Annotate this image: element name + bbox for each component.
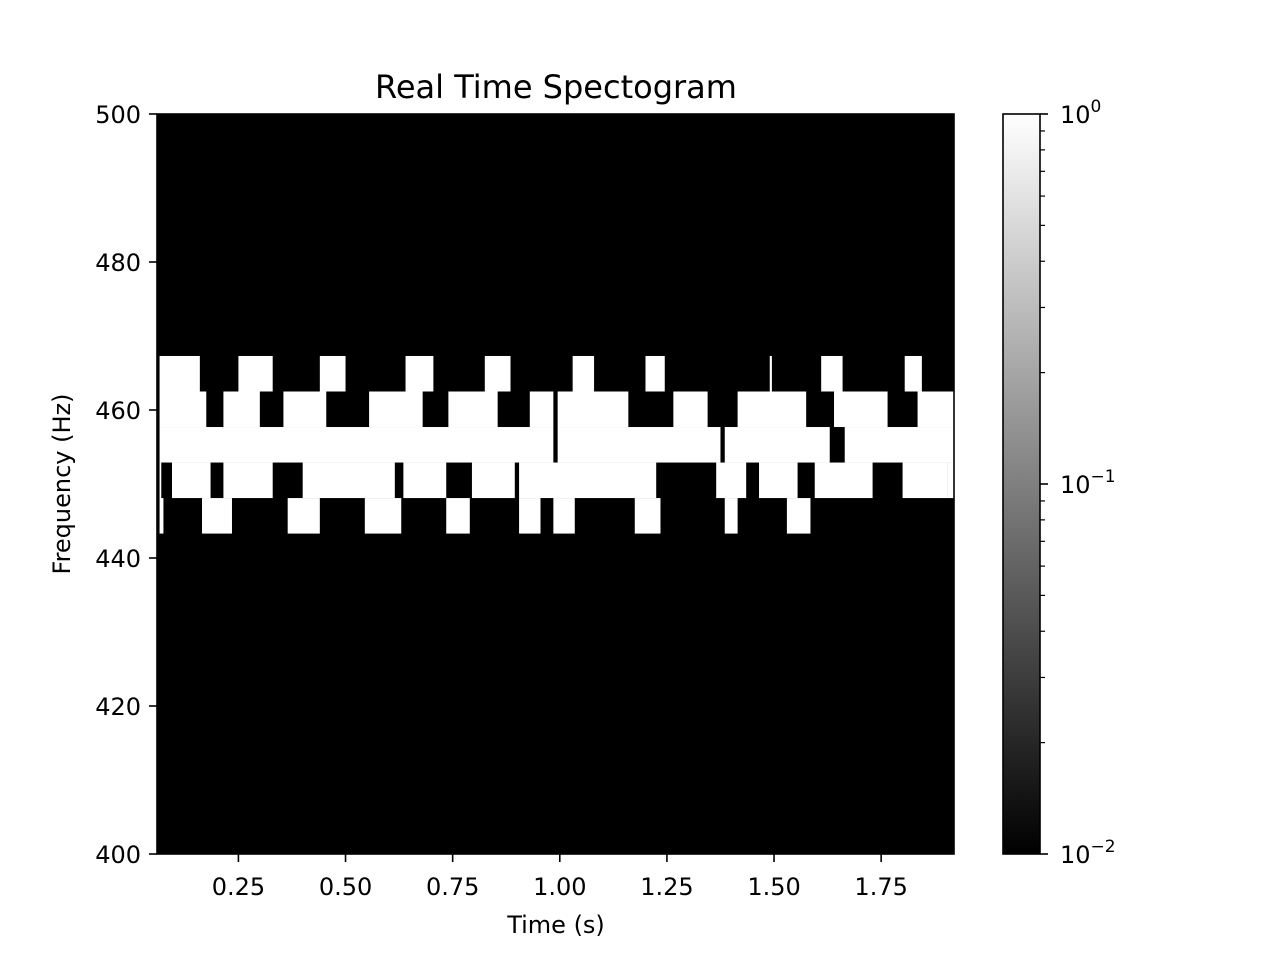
colorbar-tick-label: 100 (1060, 97, 1101, 129)
spectrogram-cell (302, 462, 395, 499)
x-axis-label: Time (s) (506, 911, 605, 939)
spectrogram-cell (769, 355, 772, 392)
spectrogram-cell (369, 391, 423, 428)
x-axis-ticks: 0.25 0.50 0.75 1.00 1.25 1.50 1.75 (212, 854, 908, 901)
y-tick-label: 460 (95, 397, 141, 425)
spectrogram-cell (223, 462, 273, 499)
spectrogram-cell (814, 462, 873, 499)
y-tick-label: 400 (95, 841, 141, 869)
spectrogram-cell (159, 427, 554, 463)
x-tick-label: 1.50 (747, 873, 800, 901)
spectrogram-cell (553, 498, 575, 534)
spectrogram-cell (557, 427, 721, 463)
spectrogram-cell (947, 462, 954, 499)
spectrogram-cell (834, 391, 888, 428)
spectrogram-cell (364, 498, 402, 534)
spectrogram-cell (844, 427, 954, 463)
spectrogram-cell (471, 462, 515, 499)
spectrogram-cell (724, 427, 830, 463)
y-tick-label: 420 (95, 693, 141, 721)
spectrogram-cell (159, 498, 164, 534)
spectrogram-cell (673, 391, 708, 428)
y-axis-label: Frequency (Hz) (48, 394, 76, 575)
spectrogram-cell (529, 391, 554, 428)
spectrogram-cell (917, 391, 954, 428)
spectrogram-cells (159, 355, 954, 534)
spectrogram-cell (446, 498, 470, 534)
spectrogram-cell (159, 391, 207, 428)
spectrogram-cell (405, 355, 434, 392)
y-tick-label: 500 (95, 101, 141, 129)
x-tick-label: 1.75 (854, 873, 907, 901)
y-tick-label: 480 (95, 249, 141, 277)
colorbar-tick-label: 10−1 (1060, 467, 1116, 499)
spectrogram-cell (759, 462, 798, 499)
colorbar-ticks: 10−2 10−1 100 (1040, 97, 1116, 869)
y-axis-ticks: 400 420 440 460 480 500 (95, 101, 157, 869)
spectrogram-cell (403, 462, 447, 499)
colorbar (1002, 113, 1041, 855)
colorbar-tick-label: 10−2 (1060, 837, 1116, 869)
chart-title: Real Time Spectogram (375, 68, 737, 106)
x-tick-label: 0.25 (212, 873, 265, 901)
spectrogram-cell (716, 462, 747, 499)
spectrogram-cell (902, 462, 948, 499)
spectrogram-cell (904, 355, 922, 392)
spectrogram-cell (645, 355, 665, 392)
spectrogram-cell (484, 355, 511, 392)
plot-frame (156, 113, 955, 855)
y-tick-label: 440 (95, 545, 141, 573)
spectrogram-cell (319, 355, 346, 392)
spectrogram-cell (448, 391, 498, 428)
x-tick-label: 1.00 (533, 873, 586, 901)
spectrogram-cell (557, 391, 629, 428)
spectrogram-cell (519, 462, 657, 499)
spectrogram-cell (223, 391, 260, 428)
spectrogram-cell (172, 462, 211, 499)
spectrogram-cell (287, 498, 320, 534)
spectrogram-cell (519, 498, 541, 534)
spectrogram-cell (238, 355, 273, 392)
spectrogram-cell (159, 355, 200, 392)
x-tick-label: 1.25 (640, 873, 693, 901)
spectrogram-cell (572, 355, 595, 392)
spectrogram-cell (159, 462, 162, 499)
spectrogram-cell (821, 355, 843, 392)
x-tick-label: 0.50 (319, 873, 372, 901)
spectrogram-cell (283, 391, 327, 428)
spectrogram-cell (201, 498, 232, 534)
x-tick-label: 0.75 (426, 873, 479, 901)
spectrogram-cell (724, 498, 738, 534)
spectrogram-cell (786, 498, 811, 534)
spectrogram-cell (737, 391, 807, 428)
spectrogram-cell (634, 498, 661, 534)
